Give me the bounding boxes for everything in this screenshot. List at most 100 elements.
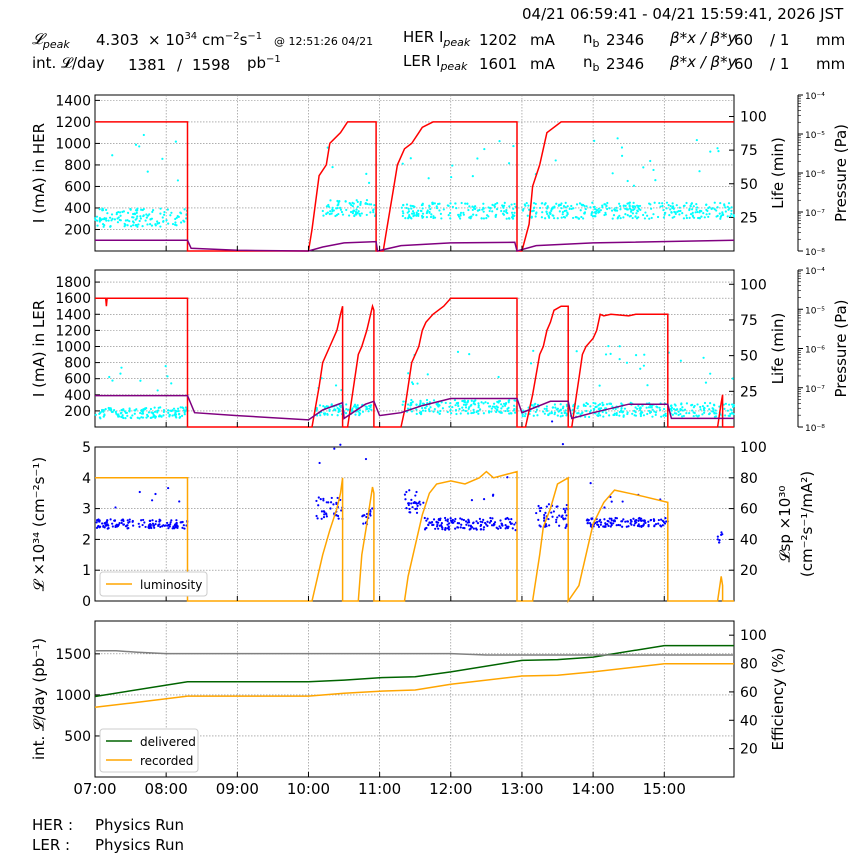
her-scatter-point <box>117 216 120 219</box>
luminosity-scatter-point <box>659 524 662 527</box>
ler-frame <box>94 269 735 428</box>
her-scatter-point <box>100 218 103 221</box>
ler-scatter-point <box>121 414 124 417</box>
luminosity-scatter-point <box>555 521 558 524</box>
ler-scatter-point <box>594 402 597 405</box>
luminosity-scatter-point <box>329 501 333 504</box>
ler-scatter-point <box>153 410 157 413</box>
ler-scatter-point <box>507 406 510 409</box>
luminosity-scatter-point <box>154 520 158 523</box>
ler-scatter-point <box>176 407 180 410</box>
her-scatter-point <box>161 216 164 219</box>
luminosity-scatter-point <box>126 519 129 522</box>
her-scatter-point <box>708 212 711 215</box>
ler-scatter-point <box>116 413 119 416</box>
int-recorded: 1598 <box>192 56 231 74</box>
her-scatter-point <box>402 212 405 215</box>
her-scatter-point <box>372 209 375 212</box>
ler-scatter-point <box>184 406 188 409</box>
her-scatter-point <box>707 206 710 210</box>
luminosity-scatter-point <box>470 499 474 502</box>
luminosity-scatter-point <box>654 523 658 526</box>
ler-scatter-point <box>600 407 603 410</box>
luminosity-scatter-point <box>118 522 121 525</box>
luminosity-scatter-point <box>183 527 186 530</box>
ler-scatter-point <box>643 353 646 356</box>
her-scatter-point <box>703 216 706 219</box>
ler-scatter-point <box>171 414 174 417</box>
luminosity-scatter-point <box>114 506 117 509</box>
luminosity-scatter-point <box>151 522 155 525</box>
her-scatter-point <box>449 217 452 220</box>
her-scatter-point <box>670 211 673 214</box>
her-scatter-point <box>685 214 688 217</box>
ler-scatter-point <box>547 413 550 417</box>
her-y3tick-label: 10⁻⁶ <box>805 170 825 180</box>
luminosity-scatter-point <box>600 521 603 524</box>
luminosity-scatter-point <box>457 522 461 525</box>
ler-scatter-point <box>585 409 588 413</box>
ler-scatter-point <box>477 404 480 407</box>
ler-scatter-point <box>424 409 427 413</box>
ler-scatter-point <box>685 402 689 405</box>
luminosity-scatter-point <box>506 525 509 528</box>
ler-scatter-point <box>451 405 454 409</box>
ler-scatter-point <box>695 414 698 417</box>
ler-scatter-point <box>410 398 413 402</box>
integrated-y2tick-label: 20 <box>740 742 758 758</box>
luminosity-scatter-point <box>565 525 568 528</box>
luminosity-scatter-point <box>107 527 110 530</box>
luminosity-scatter-point <box>131 520 134 523</box>
her-scatter-point <box>677 210 680 213</box>
ler-scatter-point <box>565 403 568 406</box>
her-scatter-point <box>629 214 633 218</box>
her-scatter-point <box>603 213 606 217</box>
ler-scatter-point <box>357 410 360 413</box>
ler-scatter-point <box>548 412 551 415</box>
her-scatter-point <box>604 211 607 214</box>
luminosity-scatter-point <box>624 520 627 523</box>
ler-scatter-point <box>158 414 161 417</box>
ler-scatter-point <box>618 414 621 417</box>
luminosity-ytick-label: 5 <box>82 440 91 456</box>
integrated-frame <box>94 620 735 778</box>
ler-scatter-point <box>336 407 339 410</box>
ler-scatter-point <box>696 403 699 406</box>
luminosity-scatter-point <box>626 520 629 523</box>
her-beta-x: 60 <box>734 31 754 49</box>
ler-scatter-point <box>642 364 645 367</box>
ler-scatter-point <box>133 412 136 415</box>
ler-scatter-point <box>683 408 687 411</box>
her-scatter-point <box>372 211 375 214</box>
luminosity-scatter-point <box>596 520 599 524</box>
luminosity-scatter-point <box>608 517 611 520</box>
luminosity-scatter-point <box>504 524 507 527</box>
her-scatter-point <box>119 219 122 222</box>
ler-scatter-point <box>473 411 476 414</box>
her-scatter-point <box>412 212 416 215</box>
luminosity-scatter-point <box>315 514 318 518</box>
her-scatter-point <box>545 210 548 213</box>
luminosity-scatter-point <box>332 503 335 506</box>
her-scatter-point <box>525 201 528 205</box>
ler-scatter-point <box>559 403 562 406</box>
ler-scatter-point <box>469 404 472 407</box>
her-scatter-point <box>142 214 145 218</box>
ler-scatter-point <box>104 408 107 411</box>
luminosity-scatter-point <box>127 526 130 530</box>
ler-scatter-point <box>618 358 621 361</box>
ler-scatter-point <box>409 402 412 405</box>
ler-scatter-point <box>416 382 419 385</box>
her-status-value: Physics Run <box>95 816 185 834</box>
ler-scatter-point <box>712 410 715 413</box>
ler-y3tick-label: 10⁻⁴ <box>805 267 825 277</box>
her-scatter-point <box>329 210 332 213</box>
luminosity-scatter-point <box>509 522 512 525</box>
ler-scatter-point <box>484 401 487 404</box>
luminosity-scatter-point <box>404 498 407 501</box>
her-scatter-point <box>400 206 403 209</box>
her-scatter-point <box>491 203 494 206</box>
her-scatter-point <box>672 207 675 210</box>
her-scatter-point <box>659 205 662 208</box>
ler-scatter-point <box>663 413 666 417</box>
